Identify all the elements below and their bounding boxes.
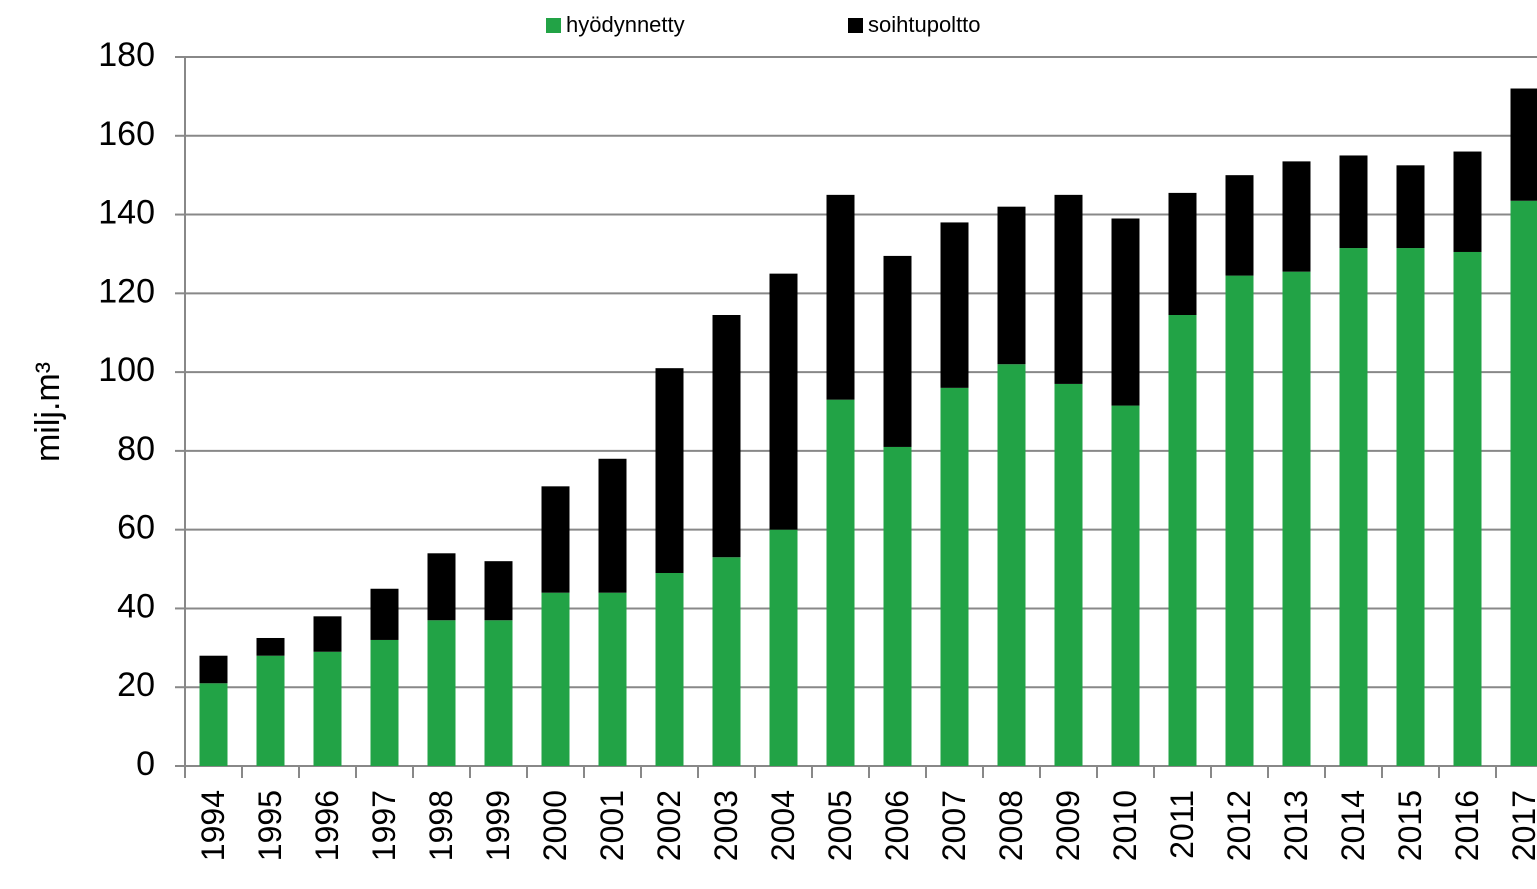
- y-tick-label: 160: [98, 115, 155, 153]
- bar-segment: [655, 368, 684, 573]
- x-tick-label: 2008: [993, 790, 1029, 861]
- bar-segment: [1510, 88, 1537, 201]
- bar-segment: [427, 620, 456, 766]
- bar-segment: [256, 637, 285, 656]
- bar-segment: [1225, 275, 1254, 766]
- bar-segment: [1282, 161, 1311, 272]
- x-tick-label: 2010: [1107, 790, 1143, 861]
- bar-segment: [1510, 200, 1537, 767]
- bar-segment: [883, 446, 912, 766]
- bar-segment: [1282, 271, 1311, 766]
- legend-label: soihtupoltto: [868, 12, 981, 37]
- bar-segment: [427, 553, 456, 621]
- y-tick-label: 140: [98, 194, 155, 232]
- y-tick-label: 0: [136, 745, 155, 783]
- legend-label: hyödynnetty: [566, 12, 685, 37]
- bar-segment: [370, 588, 399, 640]
- x-tick-label: 2003: [708, 790, 744, 861]
- x-tick-label: 1995: [252, 790, 288, 861]
- bar-segment: [370, 639, 399, 766]
- x-tick-label: 1994: [195, 790, 231, 861]
- bar-segment: [712, 314, 741, 558]
- bar-segment: [769, 529, 798, 766]
- x-tick-label: 2002: [651, 790, 687, 861]
- bar-segment: [598, 458, 627, 593]
- bar-segment: [484, 620, 513, 766]
- x-tick-label: 2011: [1164, 790, 1200, 859]
- y-axis-label: milj.m³: [29, 362, 67, 462]
- bar-segment: [1453, 251, 1482, 767]
- bar-segment: [1168, 314, 1197, 766]
- x-tick-label: 2005: [822, 790, 858, 861]
- x-tick-label: 2001: [594, 790, 630, 861]
- x-tick-label: 1999: [480, 790, 516, 861]
- bar-segment: [940, 222, 969, 388]
- bar-segment: [883, 255, 912, 447]
- y-tick-label: 120: [98, 272, 155, 310]
- bar-segment: [1111, 218, 1140, 406]
- bar-segment: [541, 592, 570, 766]
- y-tick-label: 80: [117, 430, 155, 468]
- y-tick-label: 180: [98, 36, 155, 74]
- x-tick-label: 2014: [1335, 790, 1371, 861]
- x-tick-label: 2006: [879, 790, 915, 861]
- bar-segment: [313, 651, 342, 766]
- x-tick-label: 2004: [765, 790, 801, 861]
- bar-segment: [1396, 248, 1425, 766]
- bar-segment: [313, 616, 342, 652]
- x-tick-label: 2009: [1050, 790, 1086, 861]
- x-tick-label: 2012: [1221, 790, 1257, 861]
- y-tick-label: 60: [117, 509, 155, 547]
- bar-segment: [997, 206, 1026, 365]
- bar-segment: [1111, 405, 1140, 766]
- x-tick-label: 2016: [1449, 790, 1485, 861]
- bar-segment: [199, 655, 228, 684]
- x-tick-label: 2015: [1392, 790, 1428, 861]
- x-tick-label: 2017: [1506, 790, 1537, 861]
- bar-segment: [940, 387, 969, 766]
- bar-segment: [1396, 165, 1425, 249]
- bar-segment: [826, 399, 855, 766]
- x-tick-label: 1996: [309, 790, 345, 861]
- bar-segment: [1225, 175, 1254, 276]
- bar-segment: [1339, 155, 1368, 249]
- y-tick-label: 100: [98, 351, 155, 389]
- legend-swatch: [546, 18, 561, 33]
- bar-segment: [1339, 248, 1368, 766]
- bar-segment: [712, 557, 741, 766]
- bar-segment: [826, 194, 855, 400]
- bar-segment: [1054, 194, 1083, 384]
- bar-segment: [1168, 192, 1197, 315]
- bar-segment: [256, 655, 285, 766]
- y-tick-label: 20: [117, 666, 155, 704]
- bar-segment: [1453, 151, 1482, 252]
- bar-segment: [769, 273, 798, 530]
- x-tick-label: 2007: [936, 790, 972, 861]
- bar-segment: [655, 572, 684, 766]
- bar-segment: [1054, 383, 1083, 766]
- bar-segment: [997, 364, 1026, 766]
- x-tick-label: 2013: [1278, 790, 1314, 861]
- x-tick-label: 2000: [537, 790, 573, 861]
- x-tick-label: 1998: [423, 790, 459, 861]
- x-tick-label: 1997: [366, 790, 402, 861]
- bar-segment: [541, 486, 570, 593]
- y-tick-label: 40: [117, 587, 155, 625]
- bar-segment: [199, 683, 228, 766]
- legend-swatch: [848, 18, 863, 33]
- bar-segment: [598, 592, 627, 766]
- bar-segment: [484, 561, 513, 621]
